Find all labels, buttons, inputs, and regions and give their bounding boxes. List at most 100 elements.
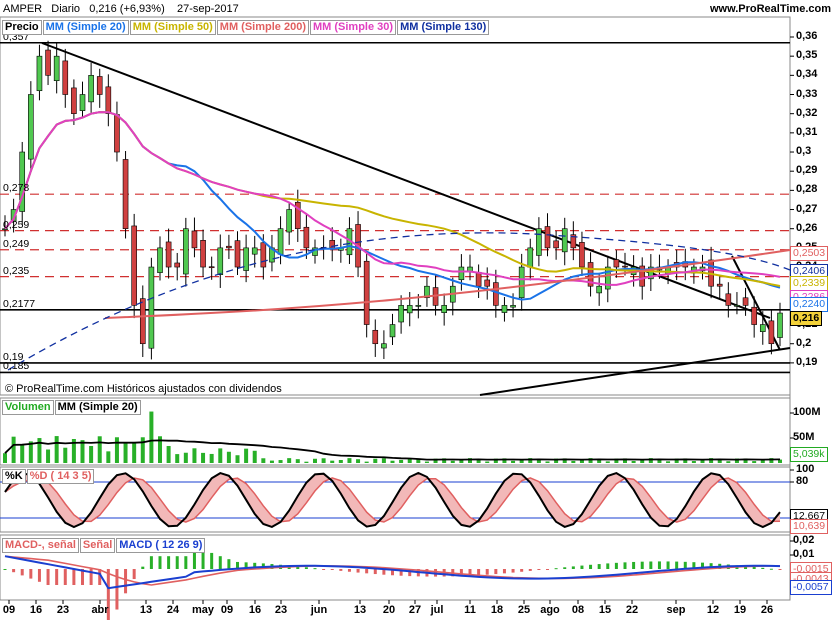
macd-hist-bar — [158, 556, 162, 569]
macd-hist-bar — [356, 569, 360, 573]
macd-hist-bar — [675, 561, 679, 569]
macd-hist-bar — [546, 569, 549, 570]
candle — [79, 94, 86, 111]
candle — [260, 242, 267, 268]
volume-bar — [511, 460, 516, 463]
stoch-y-tick: 100 — [796, 463, 815, 475]
volume-bar — [269, 460, 274, 463]
macd-y-tick: 0,01 — [793, 548, 815, 560]
price-badge: 0,2339 — [790, 276, 829, 291]
candle — [294, 201, 301, 229]
volume-bar — [209, 453, 214, 463]
price-y-tick: 0,19 — [796, 355, 818, 368]
macd-hist-bar — [3, 569, 7, 570]
volume-bar — [545, 461, 550, 463]
candle — [114, 114, 120, 153]
macd-hist-bar — [81, 569, 84, 585]
site-link[interactable]: www.ProRealTime.com — [709, 3, 831, 15]
x-axis-label: 08 — [571, 604, 585, 616]
volume-bar — [760, 459, 765, 463]
volume-bar — [132, 442, 137, 463]
macd-hist-bar — [769, 568, 773, 570]
volume-bar — [648, 458, 653, 463]
header-symbol-line: AMPER Diario 0,216 (+6,93%) 27-sep-2017 — [3, 3, 239, 15]
macd-hist-bar — [141, 566, 145, 569]
candle — [157, 247, 163, 273]
macd-hist-bar — [709, 563, 713, 569]
macd-hist-bar — [563, 567, 567, 569]
macd-legend-item: MACD-, señal — [2, 538, 79, 553]
macd-hist-bar — [184, 556, 188, 569]
candle — [501, 305, 508, 313]
candle — [217, 247, 224, 275]
x-axis-label: jul — [430, 604, 444, 616]
volume-bar — [691, 461, 696, 463]
candle — [415, 305, 422, 307]
volume-bar — [140, 437, 145, 463]
x-axis-label: jun — [310, 604, 328, 616]
macd-hist-bar — [399, 569, 403, 576]
candle — [105, 86, 112, 114]
volume-bar — [347, 458, 352, 463]
volume-bar — [459, 459, 464, 463]
macd-signal-line — [4, 555, 781, 586]
macd-legend-item: MACD ( 12 26 9) — [116, 538, 206, 553]
candle — [286, 209, 292, 233]
macd-hist-bar — [330, 569, 334, 570]
volume-bar — [717, 459, 722, 463]
candle — [28, 94, 34, 160]
volume-bar — [631, 460, 636, 463]
candle — [71, 87, 77, 114]
macd-hist-bar — [666, 561, 670, 569]
macd-hist-bar — [485, 569, 489, 575]
volume-bar — [218, 448, 223, 463]
macd-hist-bar — [29, 569, 33, 579]
macd-hist-bar — [339, 569, 343, 571]
macd-hist-bar — [227, 559, 231, 569]
macd-hist-bar — [408, 569, 412, 577]
candle — [544, 226, 551, 249]
macd-hist-bar — [72, 569, 76, 585]
x-axis-label: 27 — [408, 604, 422, 616]
price-badge: 0,2503 — [790, 246, 829, 261]
candle — [139, 298, 146, 345]
volume-bar — [468, 458, 472, 463]
period: Diario — [51, 3, 81, 15]
macd-hist-bar — [494, 569, 498, 575]
volume-bar — [416, 459, 421, 463]
candle — [381, 343, 387, 349]
candle — [88, 75, 94, 103]
volume-bar — [450, 460, 455, 463]
candle — [191, 230, 198, 249]
volume-bar — [614, 458, 619, 463]
volume-bar — [338, 459, 343, 463]
volume-bar — [106, 451, 111, 463]
volume-bar — [356, 459, 361, 463]
volume-bar — [390, 460, 395, 463]
candle — [131, 225, 137, 306]
candle — [639, 265, 646, 287]
volume-bar — [244, 448, 249, 463]
price-legend-item: MM (Simple 20) — [42, 20, 129, 35]
macd-hist-bar — [89, 569, 93, 585]
candle — [768, 320, 775, 345]
macd-hist-bar — [468, 569, 472, 576]
macd-hist-bar — [459, 569, 463, 577]
macd-legend-item: Señal — [79, 538, 116, 553]
price-y-tick: 0,3 — [796, 145, 812, 158]
price-footer: © ProRealTime.com Históricos ajustados c… — [5, 383, 282, 395]
volume-bar — [683, 458, 688, 463]
price-legend-item: Precio — [2, 20, 42, 35]
macd-hist-bar — [382, 569, 386, 575]
volume-bar — [80, 440, 85, 463]
volume-bar — [743, 458, 748, 463]
panel-price — [0, 16, 791, 396]
volume-bar — [37, 438, 42, 463]
candle — [96, 76, 103, 95]
volume-bar — [726, 461, 731, 463]
macd-hist-bar — [106, 569, 110, 620]
candle — [716, 283, 723, 287]
candle — [389, 324, 396, 338]
volume-bar — [287, 458, 292, 463]
volume-bar — [399, 459, 404, 463]
